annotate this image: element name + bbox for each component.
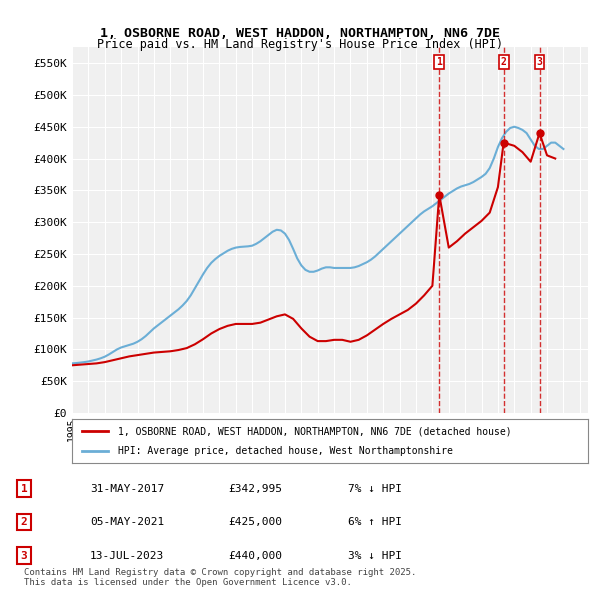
Text: 6% ↑ HPI: 6% ↑ HPI [348,517,402,527]
Text: 1: 1 [20,484,28,493]
Text: 7% ↓ HPI: 7% ↓ HPI [348,484,402,493]
Text: HPI: Average price, detached house, West Northamptonshire: HPI: Average price, detached house, West… [118,446,454,455]
Text: £440,000: £440,000 [228,551,282,560]
Text: £425,000: £425,000 [228,517,282,527]
Text: Price paid vs. HM Land Registry's House Price Index (HPI): Price paid vs. HM Land Registry's House … [97,38,503,51]
Text: 31-MAY-2017: 31-MAY-2017 [90,484,164,493]
Text: 3% ↓ HPI: 3% ↓ HPI [348,551,402,560]
Text: 2: 2 [501,57,506,67]
Text: 2: 2 [20,517,28,527]
Text: Contains HM Land Registry data © Crown copyright and database right 2025.
This d: Contains HM Land Registry data © Crown c… [24,568,416,587]
Text: 13-JUL-2023: 13-JUL-2023 [90,551,164,560]
Text: 1, OSBORNE ROAD, WEST HADDON, NORTHAMPTON, NN6 7DE: 1, OSBORNE ROAD, WEST HADDON, NORTHAMPTO… [100,27,500,40]
Text: 1, OSBORNE ROAD, WEST HADDON, NORTHAMPTON, NN6 7DE (detached house): 1, OSBORNE ROAD, WEST HADDON, NORTHAMPTO… [118,427,512,436]
Text: 1: 1 [436,57,442,67]
Text: £342,995: £342,995 [228,484,282,493]
Text: 3: 3 [20,551,28,560]
Text: 05-MAY-2021: 05-MAY-2021 [90,517,164,527]
Text: 3: 3 [536,57,542,67]
